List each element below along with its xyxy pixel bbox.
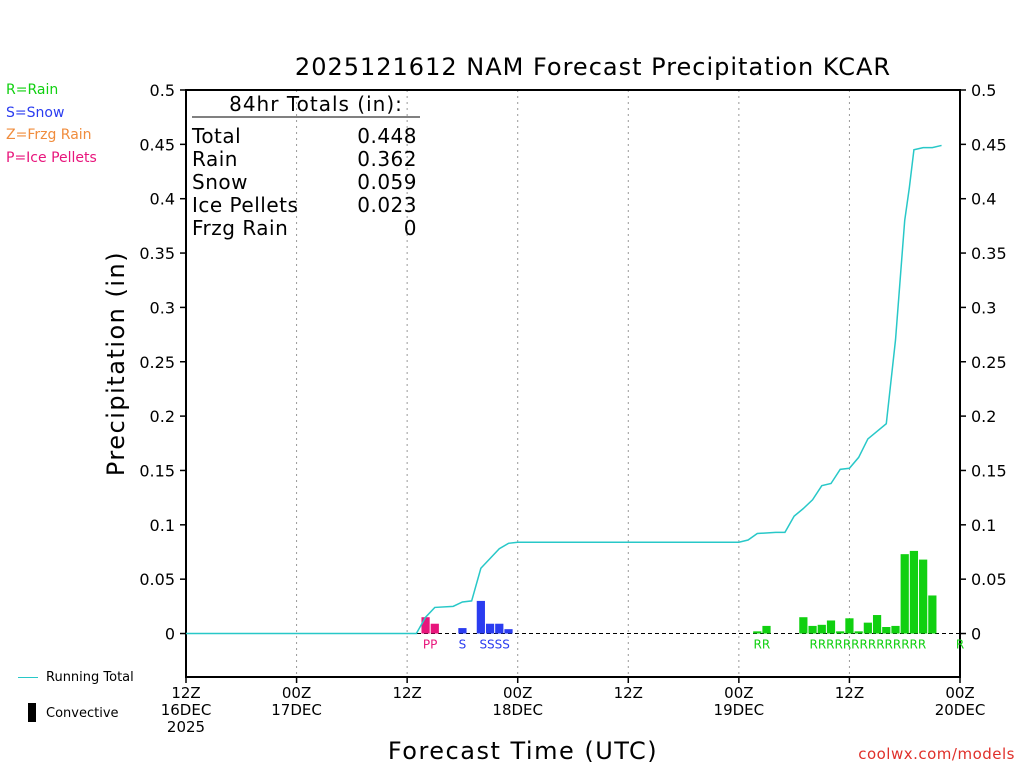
running-total-line (186, 144, 942, 635)
precip-bar-R (928, 595, 937, 634)
y-axis-label: Precipitation (in) (102, 251, 130, 476)
y-tick-label-left: 0.3 (150, 298, 175, 317)
x-tick-label: 12Z (392, 684, 421, 702)
y-tick-label-left: 0.5 (150, 81, 175, 100)
totals-row-label: Total (191, 124, 241, 148)
legend-rain: R=Rain (6, 82, 59, 98)
precip-type-label: PP (423, 638, 437, 652)
totals-row-value: 0.362 (357, 147, 417, 171)
totals-row-value: 0 (404, 216, 417, 240)
precip-bar-P (421, 617, 430, 634)
precip-bar-S (504, 629, 513, 634)
precip-type-label: RR (754, 638, 771, 652)
y-tick-label-left: 0.1 (150, 516, 175, 535)
precip-bar-R (900, 554, 909, 634)
precip-type-label: S (459, 638, 467, 652)
totals-row-value: 0.448 (357, 124, 417, 148)
x-tick-label: 00Z (945, 684, 974, 702)
convective-key: Convective (46, 706, 119, 721)
precip-bar-R (753, 631, 762, 634)
precip-bar-R (817, 624, 826, 634)
y-tick-label-right: 0.35 (971, 244, 1007, 263)
precip-bar-S (495, 623, 504, 634)
precip-type-label: SSSS (479, 638, 509, 652)
precip-bar-R (762, 625, 771, 634)
totals-row-value: 0.059 (357, 170, 417, 194)
x-tick-label: 12Z (171, 684, 200, 702)
x-tick-label: 17DEC (271, 701, 322, 719)
y-tick-label-right: 0.1 (971, 516, 996, 535)
precip-bar-R (845, 618, 854, 634)
y-tick-label-right: 0.25 (971, 353, 1007, 372)
precip-type-label: R (956, 638, 964, 652)
y-tick-label-left: 0.15 (139, 461, 175, 480)
precip-bar-R (799, 617, 808, 634)
legend-frzg-rain: Z=Frzg Rain (6, 127, 92, 143)
y-tick-label-right: 0.05 (971, 570, 1007, 589)
precip-bar-R (826, 620, 836, 634)
legend-snow: S=Snow (6, 105, 65, 121)
precip-bar-S (476, 600, 485, 634)
y-tick-label-left: 0.05 (139, 570, 175, 589)
x-tick-label: 16DEC (161, 701, 212, 719)
y-tick-label-left: 0.35 (139, 244, 175, 263)
y-tick-label-left: 0 (165, 625, 175, 644)
y-tick-label-right: 0.2 (971, 407, 996, 426)
x-tick-label: 00Z (724, 684, 753, 702)
totals-row-label: Frzg Rain (192, 216, 288, 240)
totals-row-label: Rain (192, 147, 238, 171)
x-tick-label: 12Z (614, 684, 643, 702)
precip-bar-R (872, 615, 882, 634)
precip-bar-R (808, 625, 817, 634)
y-tick-label-right: 0.45 (971, 135, 1007, 154)
credit-text: coolwx.com/models (858, 745, 1015, 763)
x-tick-label: 19DEC (714, 701, 765, 719)
totals-row-label: Snow (192, 170, 248, 194)
y-tick-label-right: 0.3 (971, 298, 996, 317)
plot-frame (185, 89, 961, 678)
precip-bar-S (485, 623, 495, 634)
y-tick-label-right: 0.15 (971, 461, 1007, 480)
precip-bar-P (430, 623, 439, 634)
running-total-key: Running Total (46, 670, 134, 685)
convective-swatch (28, 703, 36, 722)
precip-bar-R (891, 625, 900, 634)
y-tick-label-right: 0.5 (971, 81, 996, 100)
y-tick-label-left: 0.2 (150, 407, 175, 426)
totals-row-label: Ice Pellets (192, 193, 298, 217)
precip-bar-R (882, 626, 891, 634)
x-tick-label: 2025 (167, 718, 205, 736)
running-total-swatch (18, 677, 38, 678)
y-tick-label-left: 0.45 (139, 135, 175, 154)
legend-ice-pellets: P=Ice Pellets (6, 150, 97, 166)
y-tick-label-left: 0.4 (150, 190, 175, 209)
x-tick-label: 00Z (282, 684, 311, 702)
precip-bar-R (854, 631, 863, 634)
chart-title: 2025121612 NAM Forecast Precipitation KC… (295, 53, 891, 81)
precip-bar-R (919, 559, 928, 634)
x-tick-label: 12Z (835, 684, 864, 702)
y-tick-label-right: 0.4 (971, 190, 996, 209)
precip-type-label: RRRRRRRRRRRRRR (809, 638, 926, 652)
y-tick-label-right: 0 (971, 625, 981, 644)
x-tick-label: 00Z (503, 684, 532, 702)
x-tick-label: 18DEC (492, 701, 543, 719)
precip-bar-S (458, 628, 467, 634)
x-axis-label: Forecast Time (UTC) (388, 737, 658, 765)
precip-bar-R (909, 550, 919, 634)
precip-bar-R (836, 631, 845, 634)
x-tick-label: 20DEC (935, 701, 986, 719)
y-tick-label-left: 0.25 (139, 353, 175, 372)
precip-bar-R (863, 622, 872, 634)
totals-heading: 84hr Totals (in): (229, 92, 403, 116)
totals-row-value: 0.023 (357, 193, 417, 217)
